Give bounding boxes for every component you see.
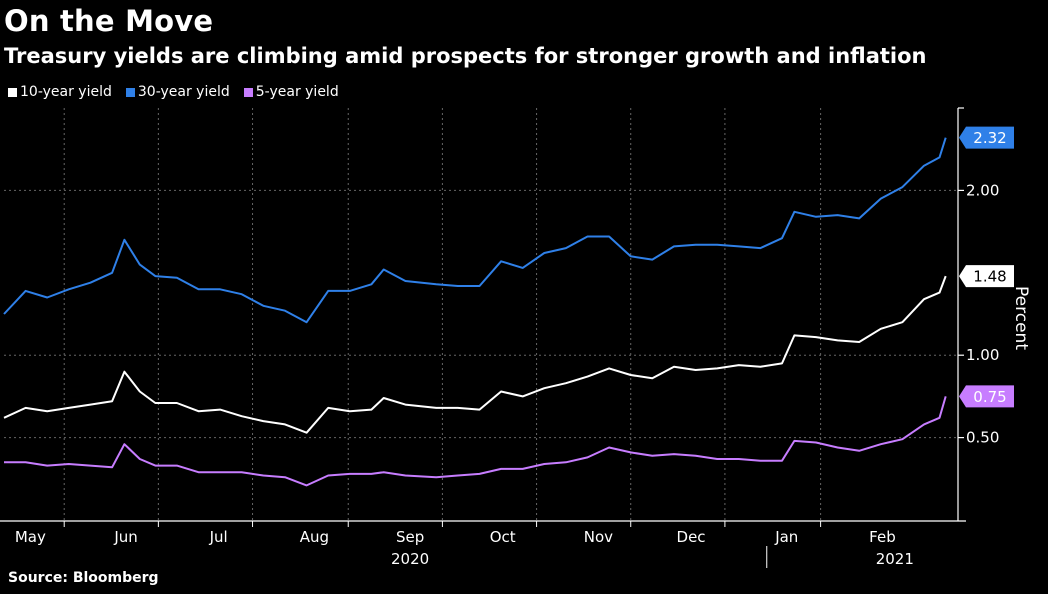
series-line-2 (3, 137, 947, 324)
legend-swatch-10-year (8, 87, 17, 97)
legend-swatch-5-year (243, 87, 253, 97)
x-tick-label: Aug (300, 528, 329, 546)
source-note: Source: Bloomberg (8, 570, 159, 586)
x-tick-label: May (15, 528, 46, 546)
series-lines (3, 137, 947, 487)
year-label: 2020 (391, 550, 429, 568)
grid-lines (4, 108, 958, 520)
end-label-box (959, 265, 1014, 288)
legend-item-5-year: 5-year yield (243, 84, 339, 100)
legend-label-30-year: 30-year yield (137, 84, 230, 100)
chart-title: On the Move (4, 4, 214, 38)
y-tick-label: 1.00 (966, 346, 999, 364)
y-tick-label: 2.00 (966, 181, 999, 199)
legend-swatch-30-year (125, 87, 135, 97)
x-tick-label: Feb (869, 528, 896, 546)
x-tick-label: Jul (209, 528, 228, 546)
x-tick-label: Jan (774, 528, 798, 546)
end-label-text: 2.32 (973, 129, 1006, 147)
y-tick-label: 0.50 (966, 429, 999, 447)
chart-subtitle: Treasury yields are climbing amid prospe… (4, 44, 927, 68)
x-tick-label: Jun (113, 528, 137, 546)
end-labels: 1.48 2.32 0.75 (959, 126, 1014, 408)
end-label-2: 2.32 (959, 126, 1014, 149)
x-tick-label: Oct (490, 528, 516, 546)
end-label-1: 1.48 (959, 265, 1014, 288)
year-label: 2021 (876, 550, 914, 568)
end-label-3: 0.75 (959, 385, 1014, 408)
series-line-1 (3, 275, 947, 434)
axes: 0.50 1.00 2.00 May Jun Jul Aug Sep Oct Nov Dec Jan F… (0, 107, 1031, 568)
end-label-text: 1.48 (973, 268, 1006, 286)
x-tick-label: Dec (677, 528, 706, 546)
chart-legend: 10-year yield 30-year yield 5-year yield (8, 84, 339, 100)
end-label-box (959, 385, 1014, 408)
legend-item-30-year: 30-year yield (125, 84, 230, 100)
legend-label-10-year: 10-year yield (20, 84, 112, 100)
legend-item-10-year: 10-year yield (8, 84, 112, 100)
legend-label-5-year: 5-year yield (255, 84, 339, 100)
y-axis-title: Percent (1011, 286, 1031, 350)
x-tick-label: Nov (584, 528, 613, 546)
end-label-text: 0.75 (973, 388, 1006, 406)
end-label-box (959, 126, 1014, 149)
series-line-3 (4, 396, 947, 487)
x-tick-label: Sep (396, 528, 424, 546)
